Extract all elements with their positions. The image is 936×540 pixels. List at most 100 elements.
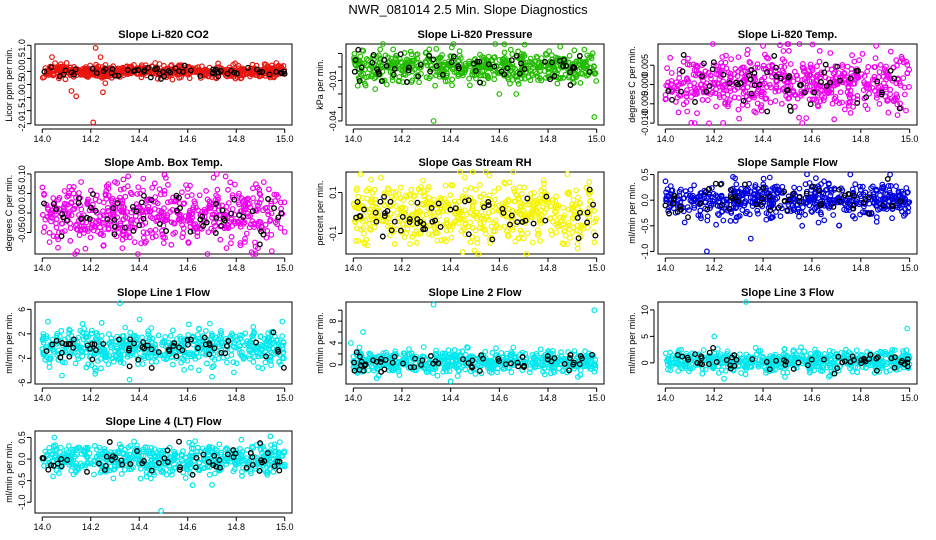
panel-3: Slope Li-820 Temp.14.0 14.2 14.4 14.6 14.8 15… [627, 29, 918, 144]
data-point [510, 344, 517, 351]
data-point [527, 366, 533, 372]
data-point [385, 223, 391, 230]
data-point [516, 184, 523, 191]
data-point [155, 332, 162, 339]
data-point [587, 198, 594, 205]
highlight-point [391, 65, 398, 72]
highlight-point [152, 66, 159, 73]
data-point [281, 199, 288, 206]
data-point [779, 56, 786, 63]
data-point [503, 58, 509, 65]
data-point [100, 199, 107, 206]
data-point [429, 232, 435, 238]
data-point [377, 174, 384, 181]
data-point [505, 231, 511, 238]
data-point [683, 191, 690, 198]
data-point [540, 177, 547, 184]
data-point [241, 354, 248, 361]
data-point [147, 213, 154, 220]
data-point [876, 69, 883, 75]
data-point [262, 221, 269, 228]
x-tick-label: 14.8 [539, 263, 557, 273]
data-point [566, 191, 573, 198]
highlight-point [172, 65, 179, 72]
data-point [890, 98, 897, 104]
x-tick-label: 14.6 [491, 393, 509, 403]
data-point [394, 209, 401, 216]
highlight-point [571, 64, 578, 71]
data-point [481, 67, 488, 74]
y-tick-label: -1.0 [17, 90, 27, 106]
data-point [818, 211, 824, 218]
data-point [532, 204, 539, 211]
data-points [39, 171, 288, 257]
data-point [733, 204, 740, 211]
y-tick-label: -0.04 [328, 111, 338, 132]
data-point [369, 70, 376, 77]
data-point [530, 64, 536, 71]
highlight-point [758, 195, 765, 202]
data-point [372, 86, 379, 92]
data-point [752, 183, 758, 190]
data-point [367, 198, 374, 205]
panel-title: Slope Line 2 Flow [429, 287, 522, 299]
data-point [747, 198, 754, 205]
data-point [162, 334, 169, 340]
plot-frame [34, 171, 293, 255]
data-point [184, 193, 191, 200]
data-point [555, 67, 561, 74]
data-point [368, 199, 375, 206]
data-point [894, 94, 901, 101]
data-point [268, 210, 275, 217]
highlight-point [405, 67, 412, 74]
highlight-point [485, 198, 492, 205]
data-point [443, 227, 450, 234]
data-point [485, 64, 491, 71]
data-point [813, 175, 819, 182]
highlight-point [786, 196, 793, 203]
data-point [148, 359, 155, 365]
data-point [62, 228, 68, 234]
data-point [791, 184, 797, 191]
data-point [571, 47, 578, 54]
highlight-point [830, 203, 837, 210]
data-point [804, 72, 810, 79]
data-point [720, 119, 726, 126]
highlight-point [197, 72, 204, 79]
data-point [440, 368, 447, 375]
data-point [807, 71, 813, 78]
data-point [676, 188, 683, 195]
data-point [192, 200, 199, 207]
x-tick-label: 15.0 [588, 134, 606, 144]
data-point [361, 80, 368, 87]
data-point [466, 58, 473, 65]
y-tick-label: -0.05 [17, 222, 27, 243]
highlight-point [712, 180, 719, 187]
highlight-point [740, 97, 747, 104]
data-point [118, 203, 125, 210]
data-point [709, 89, 716, 96]
highlight-point [837, 77, 843, 84]
x-tick-label: 14.8 [539, 134, 557, 144]
data-point [534, 73, 541, 80]
data-point [228, 352, 235, 359]
highlight-point [114, 200, 121, 207]
data-point [163, 214, 170, 221]
data-point [355, 237, 362, 244]
data-point [161, 339, 168, 346]
data-point [475, 251, 482, 257]
highlight-point [381, 193, 388, 200]
panel-4: Slope Amb. Box Temp.14.0 14.2 14.4 14.6 14.8… [4, 157, 293, 273]
highlight-point [53, 206, 60, 213]
data-point [451, 69, 458, 75]
highlight-point [513, 52, 520, 59]
x-tick-label: 14.4 [130, 134, 148, 144]
data-point [857, 183, 863, 190]
data-point [77, 71, 84, 78]
data-point [760, 175, 767, 182]
highlight-point [224, 70, 231, 77]
data-point [243, 230, 250, 237]
panel-title: Slope Amb. Box Temp. [104, 157, 223, 169]
data-point [763, 216, 770, 223]
data-point [546, 64, 552, 71]
